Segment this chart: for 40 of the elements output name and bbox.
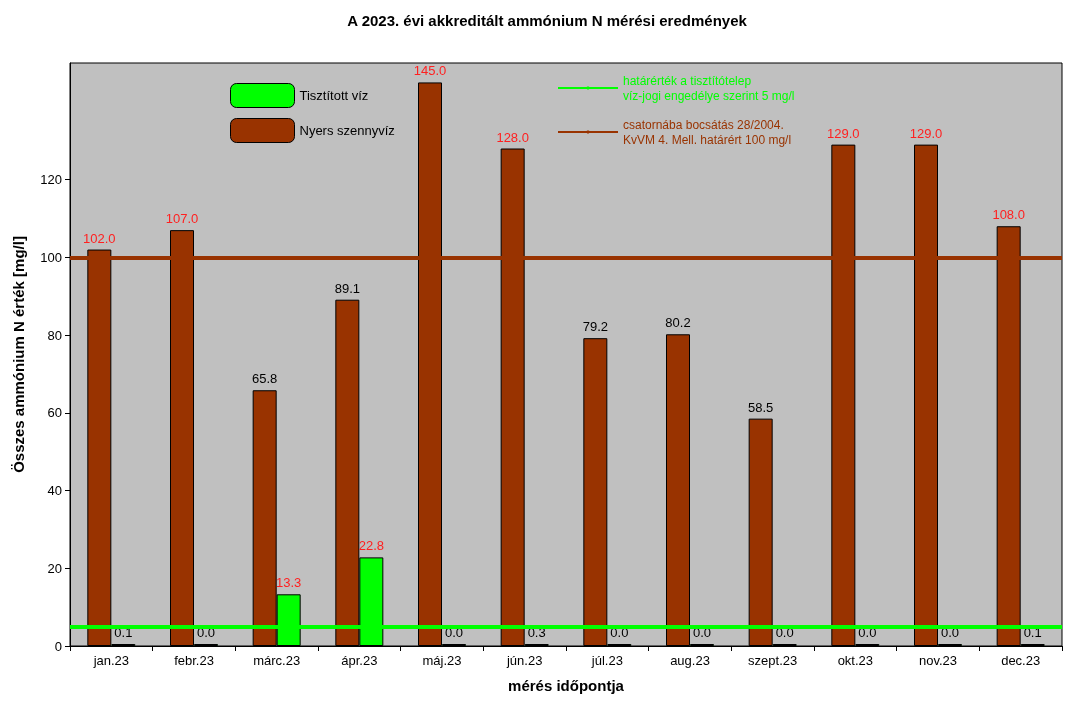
data-label: 58.5 [748,399,774,415]
data-label: 128.0 [496,129,529,145]
x-tick-label: júl.23 [590,653,623,668]
data-label: 79.2 [582,319,608,335]
data-label: 102.0 [83,230,116,246]
x-tick-label: febr.23 [174,653,214,668]
data-label: 65.8 [252,371,278,387]
x-tick-label: jún.23 [505,653,543,668]
x-tick-label: márc.23 [253,653,301,668]
data-label: 22.8 [358,538,384,554]
data-label: 107.0 [165,211,199,227]
x-tick-label: jan.23 [92,653,130,668]
data-label: 129.0 [827,125,860,141]
x-tick-label: máj.23 [422,653,462,668]
y-tick-label: 60 [47,405,62,421]
chart-title: A 2023. évi akkreditált ammónium N mérési eredmények [347,12,748,29]
x-tick-label: szept.23 [748,653,798,668]
y-tick-label: 100 [40,249,62,265]
x-tick-label: ápr.23 [341,653,378,668]
x-axis-title: mérés időpontja [508,677,625,694]
y-axis-title: Összes ammónium N érték [mg/l] [10,236,27,473]
x-tick-label: aug.23 [670,653,710,668]
data-label: 89.1 [334,280,360,296]
y-tick-label: 120 [40,172,62,188]
data-label: 108.0 [992,207,1025,223]
legend-label: Nyers szennyvíz [299,123,395,138]
legend-label: határérték a tisztítótelep víz-jogi engedélye szerint 5 mg/l [623,73,795,103]
data-label: 145.0 [413,63,447,79]
y-tick-label: 20 [47,560,62,576]
x-tick-label: dec.23 [1001,653,1041,668]
y-tick-label: 40 [47,483,62,499]
data-label: 13.3 [276,575,302,591]
data-label: 129.0 [909,125,943,141]
x-tick-label: nov.23 [918,653,958,668]
y-tick-label: 80 [47,327,62,343]
y-tick-label: 0 [54,638,62,654]
x-tick-label: okt.23 [837,653,874,668]
legend-label: Tisztított víz [299,88,369,103]
data-label: 80.2 [665,315,691,331]
legend-label: csatornába bocsátás 28/2004. KvVM 4. Mell. határért 100 mg/l [623,117,792,147]
